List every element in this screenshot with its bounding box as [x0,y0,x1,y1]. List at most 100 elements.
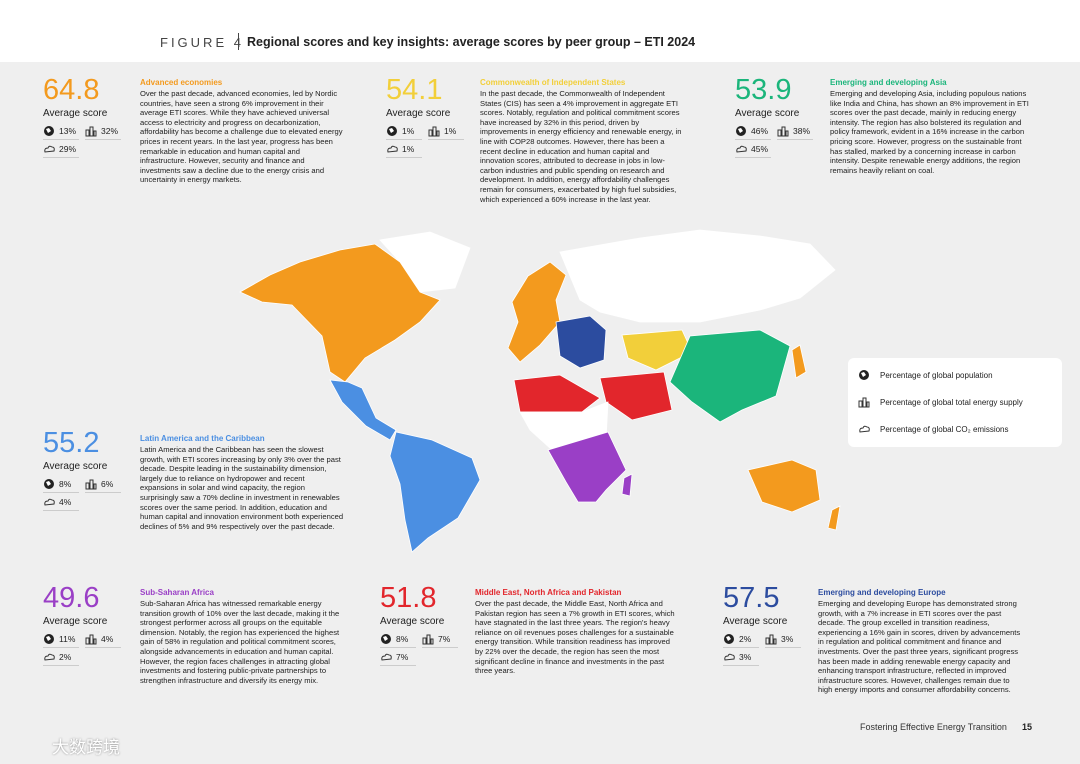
energy-icon [428,126,440,137]
region-name: Advanced economies [140,78,223,87]
stat: 8% [380,633,416,648]
footer-text: Fostering Effective Energy Transition [860,722,1007,732]
stat: 1% [386,143,422,158]
page-number: 15 [1022,722,1033,732]
score-label: Average score [735,108,800,119]
region-name: Latin America and the Caribbean [140,434,265,443]
score-label: Average score [43,461,108,472]
region-description: Over the past decade, the Middle East, N… [475,599,675,676]
population-share: 13% [59,126,77,136]
stat: 46% [735,125,771,140]
emissions-icon [381,653,392,661]
legend-item: Percentage of global population [858,369,993,381]
region-name: Sub-Saharan Africa [140,588,214,597]
stat: 38% [777,125,813,140]
stat: 2% [43,651,79,666]
energy-icon [85,634,97,645]
stat: 7% [380,651,416,666]
stat: 1% [386,125,422,140]
population-share: 2% [739,634,752,644]
region-description: Latin America and the Caribbean has seen… [140,445,344,531]
emissions-icon [44,498,55,506]
average-score: 57.5 [723,582,780,614]
legend [848,358,1062,447]
figure-title: Regional scores and key insights: averag… [247,35,696,49]
average-score: 53.9 [735,74,792,106]
region-name: Middle East, North Africa and Pakistan [475,588,622,597]
legend-item: Percentage of global CO₂ emissions [858,423,1009,435]
population-icon [44,126,54,136]
legend-item: Percentage of global total energy supply [858,396,1023,408]
legend-label: Percentage of global total energy supply [880,397,1023,407]
stat: 3% [723,651,759,666]
region-description: Emerging and developing Asia, including … [830,89,1029,175]
population-share: 8% [59,479,72,489]
average-score: 49.6 [43,582,100,614]
stat: 29% [43,143,79,158]
emissions-icon [44,653,55,661]
emissions-share: 4% [59,497,72,507]
average-score: 51.8 [380,582,437,614]
population-share: 11% [59,634,76,644]
emissions-share: 1% [402,144,415,154]
energy-share: 7% [438,634,451,644]
energy-icon [85,479,97,490]
score-label: Average score [386,108,451,119]
stat: 6% [85,478,121,493]
region-name: Commonwealth of Independent States [480,78,626,87]
region-description: In the past decade, the Commonwealth of … [480,89,682,204]
region-name: Emerging and developing Europe [818,588,946,597]
population-icon [859,370,869,380]
population-icon [387,126,397,136]
score-label: Average score [43,108,108,119]
energy-share: 6% [101,479,114,489]
emissions-share: 3% [739,652,752,662]
energy-icon [858,397,870,408]
divider [238,33,239,50]
population-icon [724,634,734,644]
stat: 32% [85,125,121,140]
emissions-share: 7% [396,652,409,662]
energy-icon [765,634,777,645]
average-score: 54.1 [386,74,443,106]
region-description: Over the past decade, advanced economies… [140,89,343,185]
population-share: 46% [751,126,769,136]
average-score: 55.2 [43,427,100,459]
emissions-icon [724,653,735,661]
legend-label: Percentage of global population [880,370,993,380]
stat: 1% [428,125,464,140]
energy-icon [777,126,789,137]
stat: 4% [43,496,79,511]
energy-share: 4% [101,634,114,644]
emissions-icon [387,145,398,153]
stat: 2% [723,633,759,648]
emissions-share: 2% [59,652,72,662]
region-description: Sub-Saharan Africa has witnessed remarka… [140,599,340,685]
population-share: 8% [396,634,409,644]
stat: 7% [422,633,458,648]
figure-label: FIGURE 4 [160,35,244,50]
population-icon [736,126,746,136]
energy-icon [422,634,434,645]
score-label: Average score [723,616,788,627]
energy-share: 3% [781,634,794,644]
emissions-icon [44,145,55,153]
stat: 13% [43,125,79,140]
score-label: Average score [380,616,445,627]
stat: 8% [43,478,79,493]
energy-share: 38% [793,126,811,136]
population-icon [44,634,54,644]
stat: 11% [43,633,79,648]
population-share: 1% [402,126,415,136]
emissions-share: 45% [751,144,769,154]
region-name: Emerging and developing Asia [830,78,947,87]
emissions-share: 29% [59,144,77,154]
emissions-icon [736,145,747,153]
emissions-icon [859,425,870,433]
energy-icon [85,126,97,137]
header: FIGURE 4 Regional scores and key insight… [0,0,1080,62]
watermark: 大数跨境 [52,738,120,757]
energy-share: 1% [444,126,457,136]
